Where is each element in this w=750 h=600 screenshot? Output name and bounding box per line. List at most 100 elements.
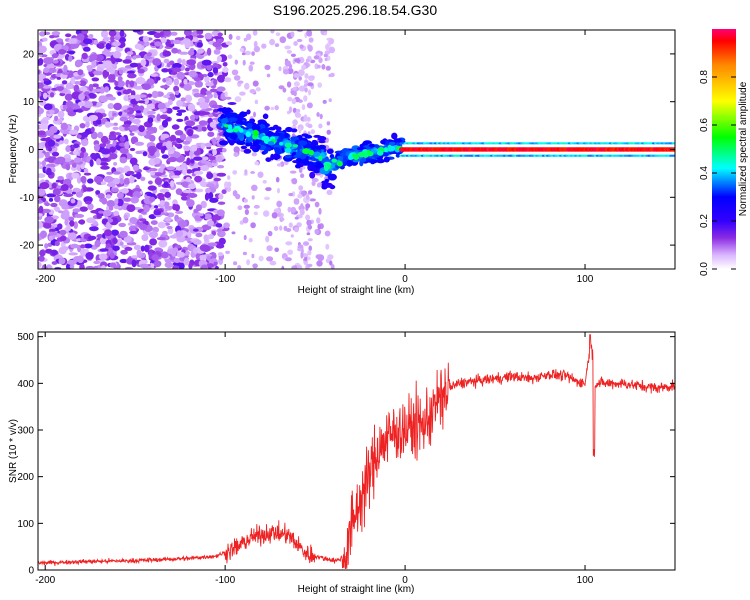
spectrogram-cell (293, 81, 300, 87)
spectrogram-cell (51, 31, 61, 36)
spectrogram-cell (156, 76, 161, 81)
spectrogram-cell (108, 73, 116, 82)
spectrogram-cell (111, 56, 116, 64)
spectrogram-cell (273, 226, 279, 231)
spectrogram-cell (198, 120, 208, 126)
spectrogram-cell (152, 58, 162, 66)
y-tick-label: 300 (17, 426, 34, 437)
spectrogram-cell (91, 77, 100, 82)
spectrogram-cell (213, 261, 218, 266)
spectrogram-cell (74, 61, 82, 68)
spectrogram-cell (187, 49, 195, 56)
spectrogram-cell (183, 78, 188, 85)
spectrogram-cell (126, 51, 134, 56)
spectrogram-cell (306, 232, 311, 236)
spectrogram-cell (122, 59, 132, 64)
spectrogram-cell (164, 191, 172, 198)
spectrogram-cell (204, 32, 213, 40)
spectrogram-cell (196, 30, 204, 35)
spectrogram-cell (212, 159, 217, 164)
spectrogram-cell (227, 102, 237, 105)
spectrogram-cell (170, 180, 175, 188)
y-tick-label: -10 (20, 193, 35, 204)
spectrogram-cell (88, 114, 99, 122)
colorbar-tick-label: 0.4 (699, 166, 710, 180)
spectrogram-cell (142, 83, 151, 90)
spectrogram-cell (292, 160, 298, 164)
spectrogram-cell (174, 130, 184, 136)
spectrogram-cell (185, 120, 196, 127)
spectrogram-cell (157, 167, 164, 174)
spectrogram-cell (54, 195, 61, 203)
spectrogram-cell (46, 193, 57, 198)
spectrogram-cell (292, 119, 298, 126)
spectrogram-cell (252, 124, 261, 132)
spectrogram-cell (323, 32, 327, 36)
spectrogram-cell (304, 256, 308, 262)
spectrogram-cell (44, 202, 50, 207)
spectrogram-cell (204, 192, 210, 201)
spectrogram-cell (232, 170, 238, 175)
spectrogram-cell (130, 196, 139, 204)
spectrogram-cell (227, 175, 231, 180)
spectrogram-cell (176, 109, 187, 113)
spectrogram-cell (352, 159, 360, 163)
colorbar-tick-label: 0.2 (699, 214, 710, 228)
spectrogram-cell (142, 151, 148, 157)
spectrogram-cell (182, 140, 191, 145)
spectrogram-cell (147, 185, 157, 191)
spectrogram-cell (100, 148, 111, 155)
spectrogram-cell (183, 257, 189, 266)
spectrogram-cell (290, 31, 295, 38)
spectrogram-cell (316, 217, 321, 224)
snr-y-label: SNR (10 * v/v) (8, 419, 19, 483)
spectrogram-cell (205, 90, 212, 95)
spectrogram-cell (257, 171, 264, 178)
spectrogram-cell (295, 163, 301, 169)
spectrogram-cell (227, 54, 233, 59)
x-tick-label: 100 (577, 274, 594, 285)
spectrogram-cell (79, 123, 86, 129)
spectrogram-cell (274, 105, 279, 111)
spectrogram-cell (304, 160, 310, 165)
spectrogram-cell (129, 125, 139, 132)
spectrogram-cell (195, 204, 202, 212)
spectrogram-cell (249, 89, 256, 94)
spectrogram-cell (156, 113, 161, 122)
spectrogram-cell (126, 88, 133, 94)
spectrogram-cell (300, 251, 304, 259)
spectrogram-cell (98, 95, 109, 103)
spectrogram-cell (148, 249, 154, 254)
spectrogram-cell (42, 37, 48, 42)
spectrogram-cell (277, 187, 280, 194)
spectrogram-cell (50, 228, 57, 232)
spectrogram-cell (90, 152, 97, 160)
x-tick-label: -200 (35, 575, 55, 586)
spectrogram-cell (175, 188, 183, 196)
spectrogram-cell (208, 155, 216, 161)
spectrogram-cell (109, 67, 116, 75)
spectrogram-cell (164, 216, 172, 222)
spectrogram-cell (216, 38, 224, 43)
spectrogram-cell (83, 172, 92, 176)
spectrogram-cell (284, 154, 293, 159)
spectrogram-cell (66, 223, 71, 232)
spectrogram-cell (224, 77, 232, 83)
spectrogram-cell (176, 138, 181, 143)
spectrogram-cell (318, 123, 323, 129)
spectrogram-cell (234, 59, 238, 65)
spectrogram-cell (193, 92, 201, 98)
spectrogram-cell (217, 201, 226, 205)
spectrogram-cell (262, 113, 269, 120)
spectrogram-cell (38, 45, 47, 54)
spectrogram-cell (127, 222, 133, 226)
spectrogram-cell (76, 134, 82, 139)
spectrogram-cell (93, 70, 103, 76)
spectrogram-cell (308, 149, 314, 156)
spectrogram-cell (119, 30, 125, 37)
spectrogram-cell (124, 141, 130, 150)
spectrogram-cell (129, 217, 138, 225)
spectrogram-cell (207, 234, 215, 240)
spectrogram-cell (83, 101, 93, 108)
spectrogram-cell (225, 96, 232, 100)
